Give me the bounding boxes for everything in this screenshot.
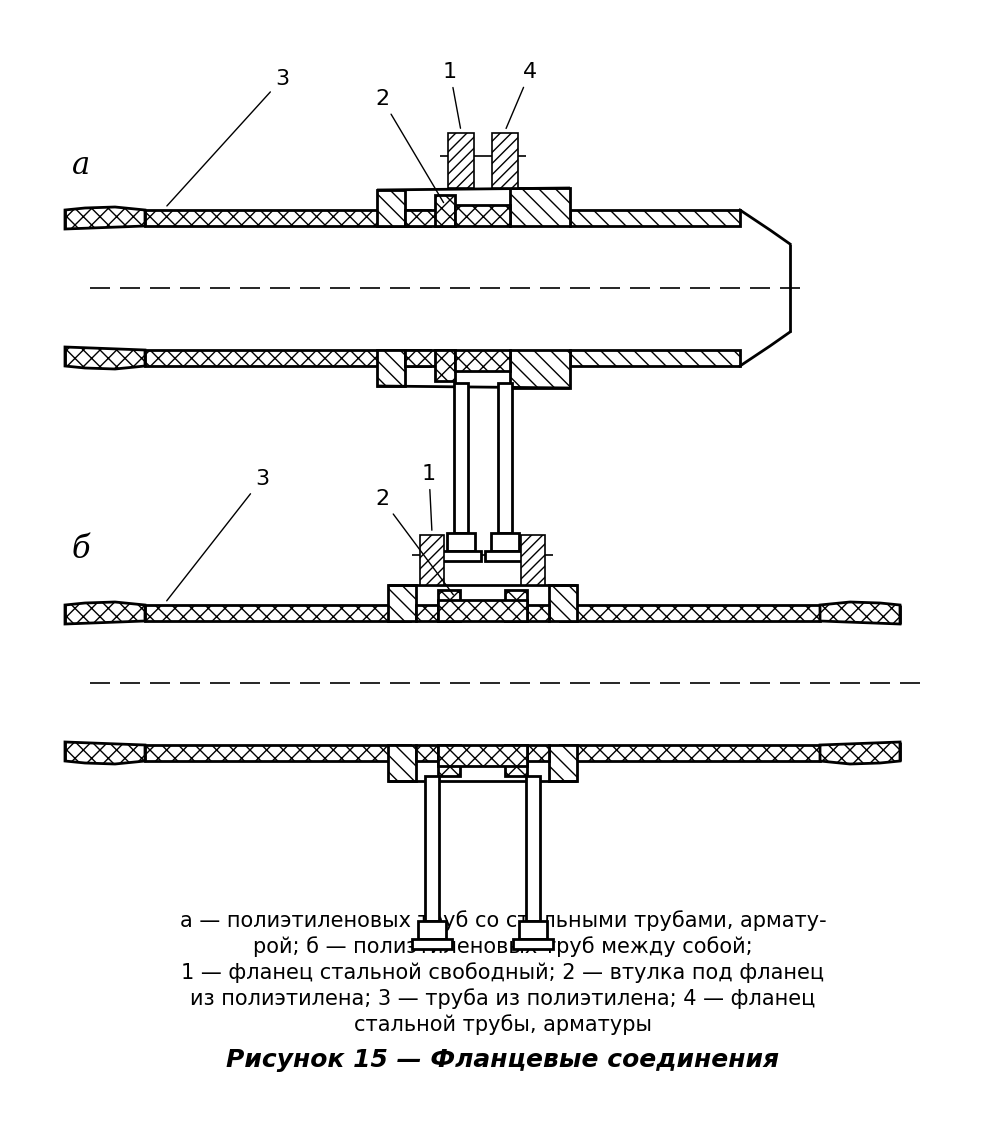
Text: Рисунок 15 — Фланцевые соединения: Рисунок 15 — Фланцевые соединения (226, 1048, 780, 1072)
Polygon shape (570, 350, 740, 365)
Polygon shape (549, 744, 577, 781)
Text: 1 — фланец стальной свободный; 2 — втулка под фланец: 1 — фланец стальной свободный; 2 — втулк… (181, 962, 825, 982)
Bar (485, 550, 525, 561)
Bar (447, 534, 475, 550)
Polygon shape (505, 744, 527, 776)
Bar (526, 776, 540, 920)
Polygon shape (438, 600, 527, 622)
Text: рой; б — полиэтиленовых труб между собой;: рой; б — полиэтиленовых труб между собой… (254, 936, 752, 957)
Bar (505, 744, 549, 761)
Text: 3: 3 (167, 469, 270, 601)
Polygon shape (65, 602, 145, 624)
Bar (425, 776, 439, 920)
Bar (560, 605, 820, 622)
Text: а: а (72, 150, 91, 180)
Polygon shape (549, 585, 577, 622)
Polygon shape (435, 350, 455, 381)
Bar (420, 535, 444, 585)
Text: 3: 3 (167, 69, 289, 206)
Polygon shape (455, 350, 510, 371)
Bar (145, 605, 410, 622)
Bar (418, 920, 446, 938)
Text: б: б (72, 535, 91, 565)
Text: стальной трубы, арматуры: стальной трубы, арматуры (354, 1014, 652, 1034)
Bar (441, 550, 481, 561)
Polygon shape (505, 590, 527, 622)
Bar (145, 350, 430, 365)
Text: из полиэтилена; 3 — труба из полиэтилена; 4 — фланец: из полиэтилена; 3 — труба из полиэтилена… (190, 988, 816, 1008)
Polygon shape (65, 208, 145, 229)
Bar (405, 210, 455, 226)
Bar (513, 938, 553, 949)
Bar (416, 744, 460, 761)
Polygon shape (455, 205, 510, 226)
Bar (521, 535, 545, 585)
Bar (454, 384, 468, 534)
Polygon shape (388, 585, 416, 622)
Polygon shape (377, 190, 405, 226)
Bar (416, 605, 460, 622)
Bar (492, 133, 518, 188)
Bar (519, 920, 547, 938)
Polygon shape (570, 210, 740, 226)
Polygon shape (510, 188, 570, 226)
Polygon shape (820, 742, 900, 764)
Bar (145, 210, 430, 226)
Polygon shape (65, 742, 145, 764)
Polygon shape (388, 744, 416, 781)
Polygon shape (438, 744, 527, 766)
Polygon shape (435, 195, 455, 226)
Polygon shape (438, 744, 460, 776)
Polygon shape (820, 602, 900, 624)
Bar (412, 938, 452, 949)
Polygon shape (438, 590, 460, 622)
Bar (498, 384, 512, 534)
Text: 1: 1 (443, 62, 461, 129)
Text: 2: 2 (375, 89, 444, 203)
Text: а — полиэтиленовых труб со стальными трубами, армату-: а — полиэтиленовых труб со стальными тру… (180, 910, 826, 931)
Polygon shape (65, 347, 145, 369)
Bar (491, 534, 519, 550)
Bar (505, 605, 549, 622)
Text: 2: 2 (375, 490, 454, 594)
Bar (560, 744, 820, 761)
Polygon shape (377, 350, 405, 386)
Bar (448, 133, 474, 188)
Bar (145, 744, 410, 761)
Polygon shape (510, 350, 570, 388)
Text: 4: 4 (506, 62, 537, 129)
Bar (405, 350, 455, 365)
Text: 1: 1 (422, 464, 437, 530)
